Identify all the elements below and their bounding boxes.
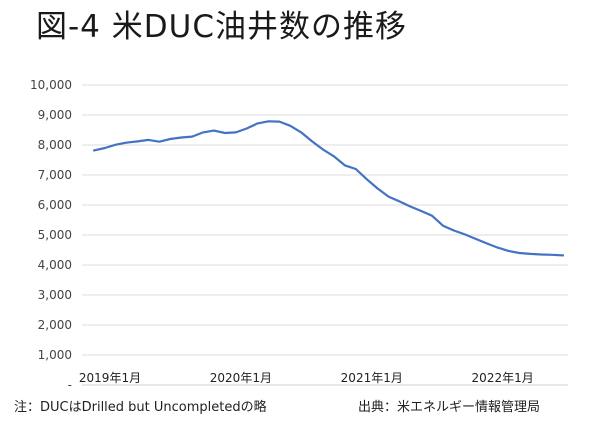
y-tick-label: -: [68, 378, 72, 390]
footnote: 注：DUCはDrilled but Uncompletedの略: [14, 400, 267, 415]
y-tick-label: 10,000: [30, 78, 72, 92]
chart-series: [92, 120, 565, 257]
y-tick-label: 9,000: [38, 108, 72, 122]
x-tick-label: 2020年1月: [210, 371, 272, 385]
y-tick-label: 1,000: [38, 348, 72, 362]
x-tick-label: 2019年1月: [79, 371, 141, 385]
y-tick-label: 7,000: [38, 168, 72, 182]
y-axis-ticks: - 1,000 2,000 3,000 4,000 5,000 6,000 7,000 8,00…: [30, 78, 72, 390]
chart-gridlines: [82, 84, 568, 386]
y-tick-label: 8,000: [38, 138, 72, 152]
line-chart: - 1,000 2,000 3,000 4,000 5,000 6,000 7,000 8,00…: [30, 78, 568, 390]
x-tick-label: 2022年1月: [472, 371, 534, 385]
y-tick-label: 3,000: [38, 288, 72, 302]
series-line: [92, 120, 565, 257]
x-tick-label: 2021年1月: [341, 371, 403, 385]
source-note: 出典：米エネルギー情報管理局: [358, 400, 541, 415]
y-tick-label: 2,000: [38, 318, 72, 332]
y-tick-label: 4,000: [38, 258, 72, 272]
page-title: 図-4 米DUC油井数の推移: [36, 9, 407, 45]
y-tick-label: 5,000: [38, 228, 72, 242]
x-axis-ticks: 2019年1月 2020年1月 2021年1月 2022年1月: [79, 371, 534, 385]
y-tick-label: 6,000: [38, 198, 72, 212]
